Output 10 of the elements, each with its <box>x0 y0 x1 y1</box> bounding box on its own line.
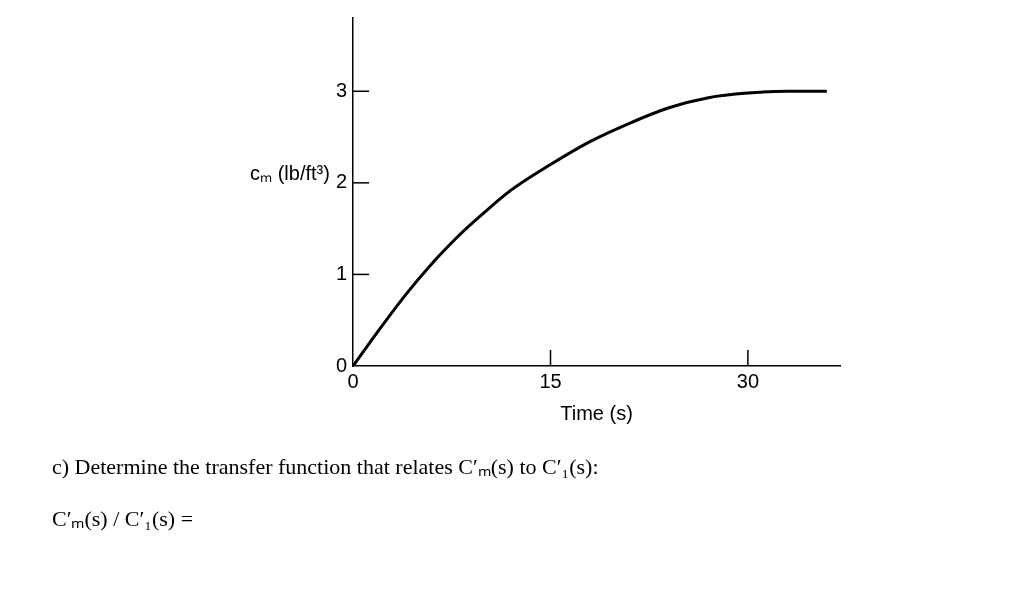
x-tick-label: 15 <box>539 369 562 392</box>
y-tick-label: 2 <box>336 170 348 193</box>
text: C′ₘ(s) / C′₁(s) = <box>52 505 195 532</box>
y-tick-label: 3 <box>336 78 348 101</box>
x-axis-title: Time (s) <box>560 401 633 424</box>
y-tick-label: 0 <box>336 353 348 376</box>
text: c) Determine the transfer function that relates C′ₘ(s) to C′₁(s): <box>52 453 599 480</box>
y-axis-title: cₘ (lb/ft³) <box>250 162 330 184</box>
x-tick-label: 30 <box>736 369 760 392</box>
y-tick-label: 1 <box>336 261 348 284</box>
